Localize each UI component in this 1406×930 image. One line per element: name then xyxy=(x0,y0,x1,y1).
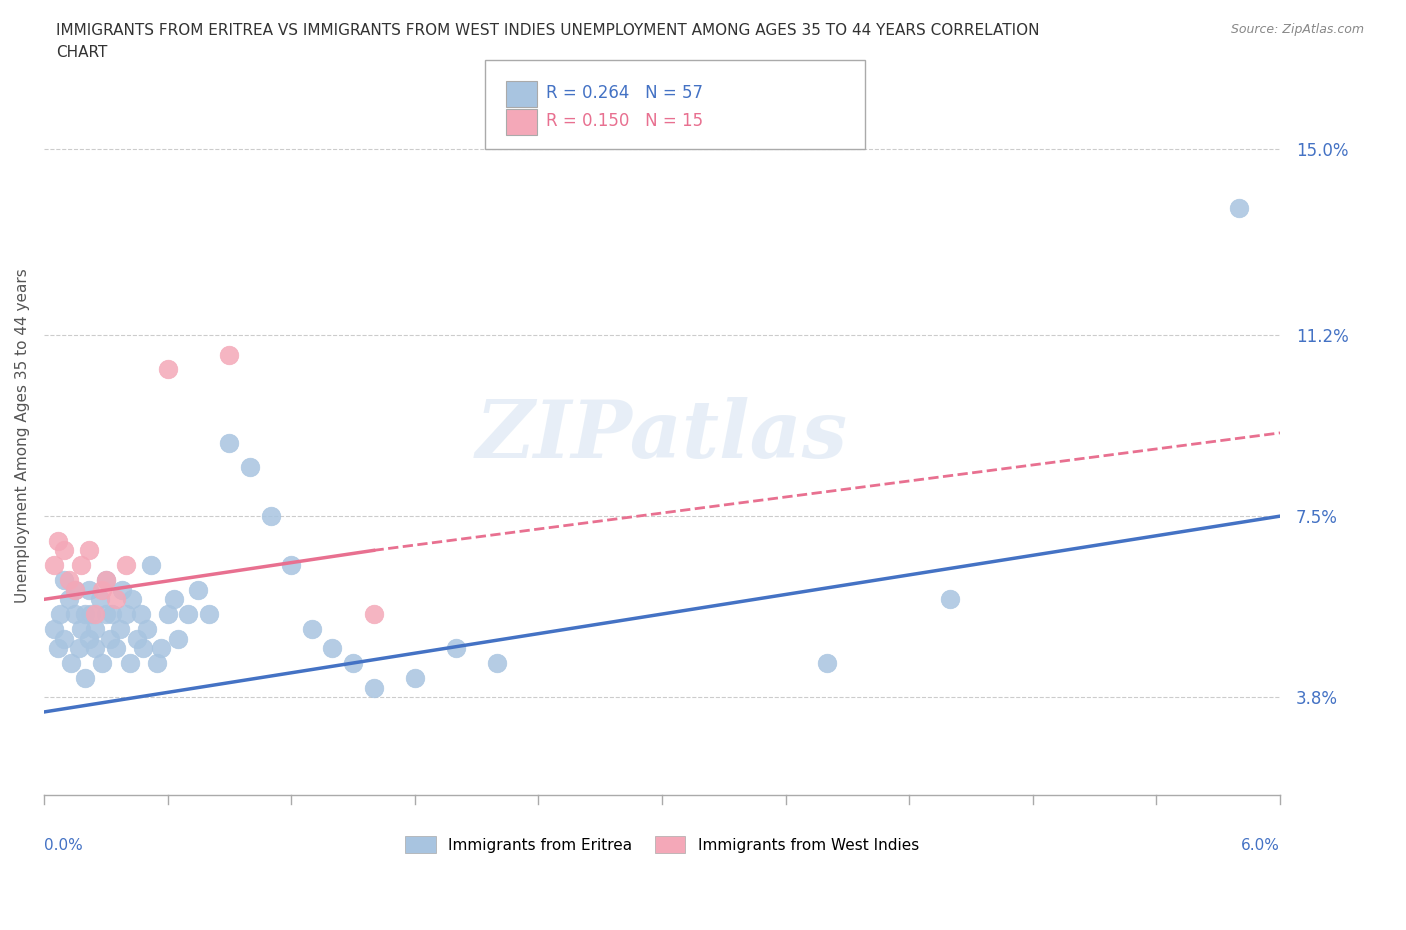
Point xyxy=(150,641,173,656)
Point xyxy=(166,631,188,646)
Text: 6.0%: 6.0% xyxy=(1241,839,1279,854)
Y-axis label: Unemployment Among Ages 35 to 44 years: Unemployment Among Ages 35 to 44 years xyxy=(15,268,30,603)
Point xyxy=(342,656,364,671)
Point xyxy=(363,680,385,695)
Point xyxy=(146,656,169,671)
Point xyxy=(84,606,107,621)
Point xyxy=(89,591,111,606)
Point xyxy=(363,606,385,621)
Point xyxy=(90,656,112,671)
Point xyxy=(84,621,107,636)
Point xyxy=(218,347,240,362)
Point xyxy=(321,641,343,656)
Point xyxy=(53,572,76,587)
Text: IMMIGRANTS FROM ERITREA VS IMMIGRANTS FROM WEST INDIES UNEMPLOYMENT AMONG AGES 3: IMMIGRANTS FROM ERITREA VS IMMIGRANTS FR… xyxy=(56,23,1040,38)
Point xyxy=(115,606,138,621)
Point xyxy=(135,621,157,636)
Point xyxy=(108,621,131,636)
Point xyxy=(44,621,66,636)
Point xyxy=(77,582,100,597)
Text: R = 0.150   N = 15: R = 0.150 N = 15 xyxy=(546,112,703,130)
Point xyxy=(94,572,117,587)
Legend: Immigrants from Eritrea, Immigrants from West Indies: Immigrants from Eritrea, Immigrants from… xyxy=(399,830,925,859)
Point xyxy=(63,582,86,597)
Point xyxy=(70,621,93,636)
Point xyxy=(111,582,134,597)
Point xyxy=(177,606,200,621)
Point xyxy=(63,582,86,597)
Point xyxy=(132,641,155,656)
Point xyxy=(98,631,121,646)
Point xyxy=(46,641,69,656)
Point xyxy=(280,558,302,573)
Text: R = 0.264   N = 57: R = 0.264 N = 57 xyxy=(546,84,703,102)
Point xyxy=(84,641,107,656)
Point xyxy=(129,606,152,621)
Point xyxy=(94,606,117,621)
Point xyxy=(125,631,148,646)
Point xyxy=(53,543,76,558)
Point xyxy=(90,582,112,597)
Point xyxy=(49,606,72,621)
Point xyxy=(59,656,82,671)
Point xyxy=(58,572,80,587)
Point xyxy=(815,656,838,671)
Point xyxy=(1227,200,1250,215)
Point xyxy=(156,362,179,377)
Point xyxy=(444,641,467,656)
Point xyxy=(120,656,142,671)
Point xyxy=(218,435,240,450)
Text: CHART: CHART xyxy=(56,45,108,60)
Point xyxy=(94,572,117,587)
Point xyxy=(44,558,66,573)
Point xyxy=(63,606,86,621)
Point xyxy=(75,671,97,685)
Point xyxy=(75,606,97,621)
Point xyxy=(121,591,143,606)
Point xyxy=(486,656,509,671)
Point xyxy=(101,606,124,621)
Point xyxy=(80,606,103,621)
Point xyxy=(939,591,962,606)
Point xyxy=(187,582,209,597)
Point xyxy=(239,459,262,474)
Point xyxy=(139,558,162,573)
Point xyxy=(105,641,128,656)
Point xyxy=(105,591,128,606)
Point xyxy=(58,591,80,606)
Point xyxy=(163,591,186,606)
Point xyxy=(156,606,179,621)
Text: ZIPatlas: ZIPatlas xyxy=(475,396,848,474)
Point xyxy=(197,606,219,621)
Point xyxy=(404,671,426,685)
Point xyxy=(115,558,138,573)
Point xyxy=(77,631,100,646)
Text: 0.0%: 0.0% xyxy=(44,839,83,854)
Text: Source: ZipAtlas.com: Source: ZipAtlas.com xyxy=(1230,23,1364,36)
Point xyxy=(67,641,90,656)
Point xyxy=(70,558,93,573)
Point xyxy=(301,621,323,636)
Point xyxy=(53,631,76,646)
Point xyxy=(259,509,281,524)
Point xyxy=(46,533,69,548)
Point xyxy=(77,543,100,558)
